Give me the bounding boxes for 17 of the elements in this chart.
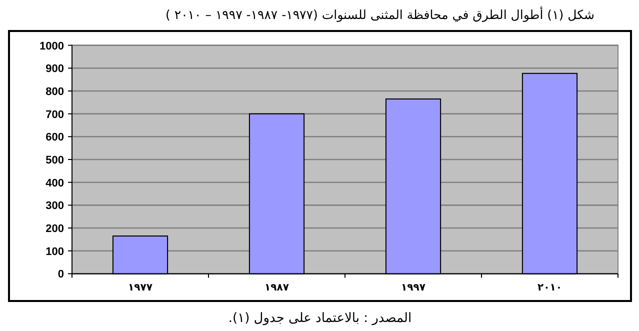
y-tick-label: 300 bbox=[46, 200, 64, 212]
text: المصدر : بالاعتماد على جدول (١). bbox=[228, 311, 412, 326]
y-tick-label: 500 bbox=[46, 154, 64, 166]
y-tick-label: 200 bbox=[46, 223, 64, 236]
y-tick-label: 800 bbox=[46, 86, 64, 98]
y-tick-label: 900 bbox=[46, 63, 64, 76]
x-tick-label: ١٩٧٧ bbox=[128, 282, 152, 294]
y-tick-label: 0 bbox=[58, 268, 64, 281]
y-tick-label: 700 bbox=[46, 108, 64, 121]
y-tick-label: 100 bbox=[46, 246, 64, 258]
y-tick-label: 400 bbox=[46, 177, 64, 190]
x-tick-label: ١٩٩٧ bbox=[401, 282, 426, 294]
y-tick-label: 1000 bbox=[40, 40, 64, 52]
x-tick-label: ١٩٨٧ bbox=[264, 282, 289, 294]
x-tick-label: ٢٠١٠ bbox=[538, 282, 562, 294]
y-tick-label: 600 bbox=[46, 132, 64, 144]
chart-title: شكل (١) أطوال الطرق في محافظة المثنى للسنوات (١٩٧٧- ١٩٨٧- ١٩٩٧ – ٢٠١٠ ) bbox=[166, 6, 594, 23]
